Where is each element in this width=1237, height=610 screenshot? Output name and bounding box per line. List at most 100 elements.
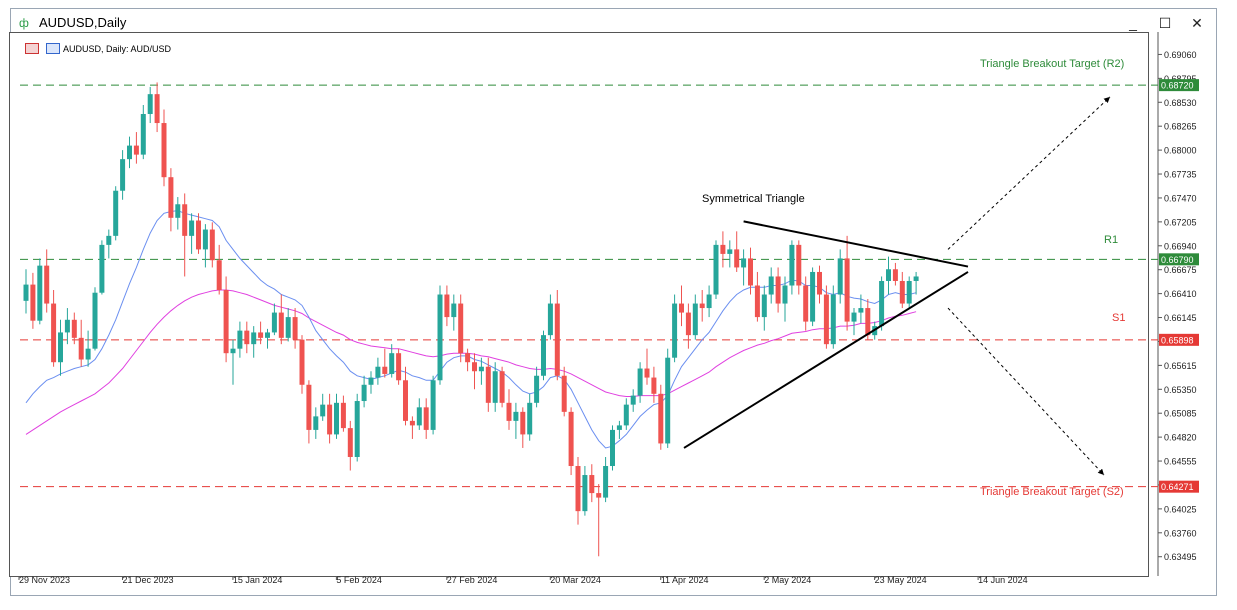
candle-body xyxy=(320,404,326,417)
maximize-button[interactable]: ☐ xyxy=(1158,15,1172,31)
y-tick-label: 0.64025 xyxy=(1164,504,1197,514)
candle-body xyxy=(209,229,215,261)
candle-body xyxy=(133,145,139,155)
candle-body xyxy=(37,265,43,321)
candle-body xyxy=(810,271,816,322)
candle-body xyxy=(99,244,105,293)
triangle-upper-line xyxy=(743,220,969,268)
candle-body xyxy=(465,353,471,363)
candle-body xyxy=(844,258,850,322)
candle-body xyxy=(354,401,360,457)
candles-icon[interactable] xyxy=(25,43,39,54)
candle-body xyxy=(244,330,250,345)
candle-body xyxy=(140,114,146,155)
candle-body xyxy=(741,258,747,268)
candle-body xyxy=(699,303,705,309)
x-tick-label: 14 Jun 2024 xyxy=(978,575,1028,585)
candle-body xyxy=(64,319,70,333)
candle-body xyxy=(568,411,574,467)
instrument-label: AUDUSD, Daily: AUD/USD xyxy=(63,44,172,54)
y-tick-label: 0.67205 xyxy=(1164,217,1197,227)
candle-body xyxy=(472,362,477,372)
x-tick-label: 2 May 2024 xyxy=(764,575,811,585)
level-price-label-s1: 0.65898 xyxy=(1161,335,1194,345)
candle-body xyxy=(610,429,615,467)
candle-body xyxy=(768,276,774,295)
candle-body xyxy=(168,177,174,218)
candle-body xyxy=(789,244,795,286)
s2-label: Triangle Breakout Target (S2) xyxy=(980,486,1124,498)
level-price-box-s1 xyxy=(1159,333,1199,346)
candle-body xyxy=(603,466,609,498)
candle-body xyxy=(237,330,243,349)
chart-type-icon[interactable] xyxy=(45,43,60,54)
candle-body xyxy=(306,384,312,430)
candle-body xyxy=(334,402,339,435)
level-price-box-r1 xyxy=(1159,253,1199,266)
candle-body xyxy=(375,366,381,378)
y-tick-label: 0.66940 xyxy=(1164,241,1197,251)
candle-body xyxy=(113,190,119,236)
candle-body xyxy=(830,294,836,345)
candle-body xyxy=(478,366,484,372)
candle-body xyxy=(906,280,912,304)
candle-body xyxy=(748,258,753,286)
candle-body xyxy=(347,428,353,457)
candle-body xyxy=(685,312,691,336)
minimize-button[interactable]: _ xyxy=(1129,15,1137,31)
close-button[interactable]: ✕ xyxy=(1191,15,1203,31)
candle-body xyxy=(485,366,491,403)
y-tick-label: 0.64555 xyxy=(1164,457,1197,467)
candle-body xyxy=(561,375,567,412)
symmetrical-triangle-label: Symmetrical Triangle xyxy=(702,193,805,205)
candle-body xyxy=(803,285,809,322)
candle-body xyxy=(216,260,222,291)
candle-body xyxy=(223,290,229,354)
candle-body xyxy=(92,292,98,349)
candle-body xyxy=(520,411,526,435)
candle-body xyxy=(899,280,905,304)
candle-body xyxy=(85,348,91,360)
candle-body xyxy=(196,220,201,250)
candle-body xyxy=(437,294,443,381)
candle-body xyxy=(541,335,546,376)
y-tick-label: 0.68000 xyxy=(1164,146,1197,156)
candle-body xyxy=(444,294,450,318)
y-tick-label: 0.68795 xyxy=(1164,74,1197,84)
candle-body xyxy=(409,420,415,426)
level-price-box-r2 xyxy=(1159,79,1199,92)
candle-body xyxy=(823,294,829,345)
candle-body xyxy=(513,411,519,421)
y-tick-label: 0.65350 xyxy=(1164,385,1197,395)
candle-body xyxy=(175,204,181,218)
candle-body xyxy=(616,425,622,430)
r1-label: R1 xyxy=(1104,234,1119,246)
candle-body xyxy=(534,375,540,403)
x-tick-label: 5 Feb 2024 xyxy=(336,575,382,585)
candle-body xyxy=(734,249,740,268)
breakout-down-arrow xyxy=(947,307,1105,476)
candle-body xyxy=(127,145,132,160)
candle-body xyxy=(265,332,270,338)
candle-body xyxy=(782,285,788,304)
candle-body xyxy=(251,332,257,345)
x-tick-label: 21 Dec 2023 xyxy=(123,575,174,585)
candle-body xyxy=(837,258,843,295)
candle-body xyxy=(327,404,333,435)
candle-body xyxy=(258,332,264,338)
candle-body xyxy=(761,294,767,318)
candle-body xyxy=(285,317,291,338)
level-price-label-s2: 0.64271 xyxy=(1161,482,1194,492)
candle-body xyxy=(106,235,112,245)
candle-body xyxy=(161,123,167,178)
candle-body xyxy=(51,303,57,363)
x-tick-label: 27 Feb 2024 xyxy=(447,575,498,585)
candle-body xyxy=(679,303,684,313)
candle-body xyxy=(851,312,857,322)
triangle-lower-line xyxy=(683,271,969,449)
candle-body xyxy=(644,368,650,378)
candle-body xyxy=(865,308,871,336)
candle-body xyxy=(340,402,346,429)
candle-body xyxy=(886,269,891,281)
